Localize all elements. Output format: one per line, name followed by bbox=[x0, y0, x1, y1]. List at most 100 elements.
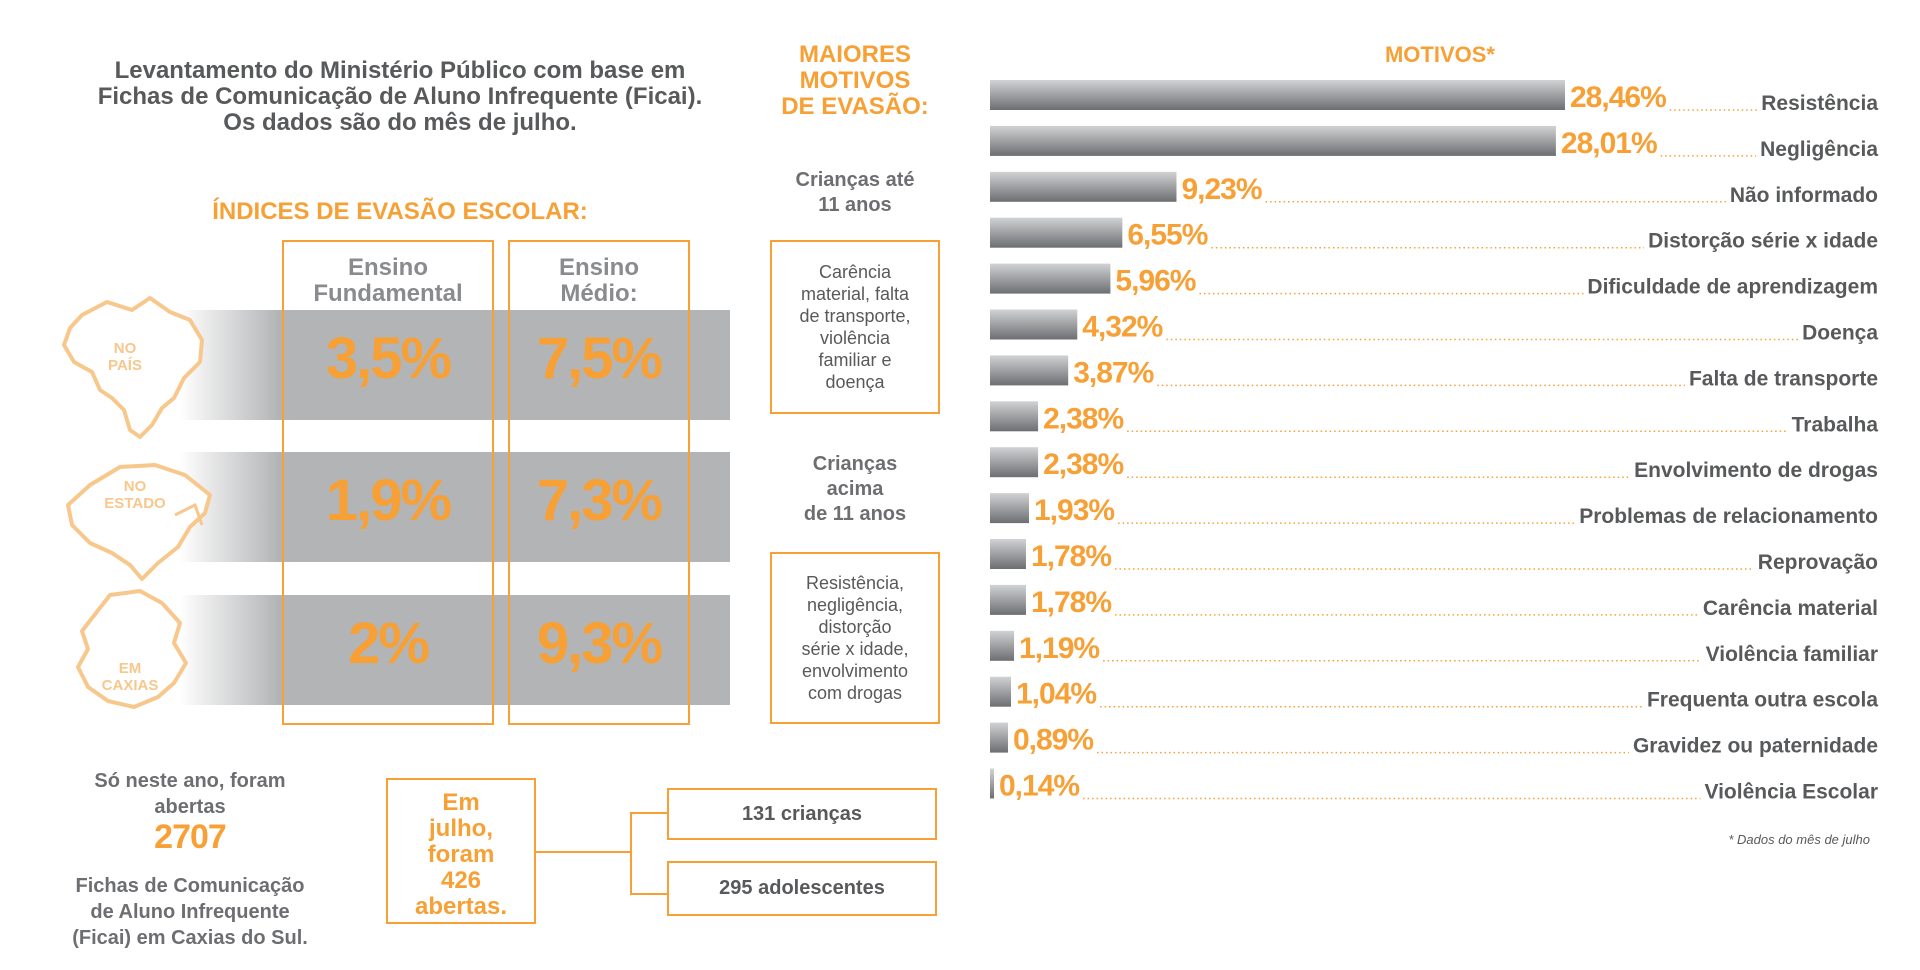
bar-7 bbox=[990, 401, 1039, 432]
bar-9 bbox=[990, 493, 1029, 524]
bar-1 bbox=[990, 125, 1556, 156]
motivos-title-line: MOTIVOS bbox=[799, 67, 911, 94]
pct-pais-medio: 7,5% bbox=[536, 326, 663, 391]
bar-0 bbox=[990, 80, 1565, 110]
column-box-medio bbox=[508, 240, 690, 725]
bar-5 bbox=[990, 309, 1078, 340]
column-header-fundamental: Ensino Fundamental bbox=[282, 255, 494, 307]
column-header-line: Ensino bbox=[558, 254, 639, 281]
bar-6 bbox=[990, 355, 1069, 386]
motivos-title-line: DE EVASÃO: bbox=[781, 93, 929, 120]
reason-line: familiar e bbox=[818, 350, 892, 370]
reason-line: violência bbox=[819, 328, 891, 348]
motivos-bar-chart: 28,46% Resistência 28,01% Negligência 9,23% N… bbox=[990, 80, 1879, 804]
reasons-box-ate-11: Carência material, falta de transporte, … bbox=[770, 240, 940, 414]
age-label-line: 11 anos bbox=[818, 194, 892, 216]
summary-line: abertas bbox=[154, 796, 226, 818]
value-label-15: 0,14% bbox=[999, 770, 1079, 803]
category-label-12: Violência familiar bbox=[1706, 643, 1878, 666]
count-box-criancas: 131 crianças bbox=[667, 788, 937, 840]
count-box-adolescentes: 295 adolescentes bbox=[667, 861, 937, 916]
july-box: Em julho, foram 426 abertas. bbox=[386, 778, 536, 924]
column-header-line: Fundamental bbox=[313, 280, 463, 307]
map-label-line: NO bbox=[123, 478, 147, 495]
pct-estado-medio: 7,3% bbox=[536, 468, 663, 533]
age-label-line: de 11 anos bbox=[803, 503, 907, 525]
july-line: foram bbox=[427, 841, 495, 868]
intro-line-1: Levantamento do Ministério Público com b… bbox=[114, 57, 686, 84]
summary-line: de Aluno Infrequente bbox=[90, 901, 290, 923]
value-label-10: 1,78% bbox=[1031, 540, 1111, 573]
indices-title: ÍNDICES DE EVASÃO ESCOLAR: bbox=[212, 198, 588, 225]
bar-4 bbox=[990, 263, 1111, 294]
value-label-2: 9,23% bbox=[1181, 173, 1261, 206]
category-label-1: Negligência bbox=[1760, 138, 1878, 161]
reason-line: negligência, bbox=[806, 595, 904, 615]
value-label-14: 0,89% bbox=[1013, 724, 1093, 757]
chart-title: MOTIVOS* bbox=[1384, 42, 1495, 67]
map-label-caxias: EM CAXIAS bbox=[85, 660, 175, 694]
reason-line: distorção bbox=[818, 617, 892, 637]
value-label-12: 1,19% bbox=[1019, 632, 1099, 665]
value-label-3: 6,55% bbox=[1127, 219, 1207, 252]
column-header-medio: Ensino Médio: bbox=[508, 255, 690, 307]
value-label-9: 1,93% bbox=[1034, 494, 1114, 527]
value-label-7: 2,38% bbox=[1043, 402, 1123, 435]
category-label-13: Frequenta outra escola bbox=[1647, 689, 1878, 712]
reason-line: material, falta bbox=[800, 284, 910, 304]
july-line: Em bbox=[442, 789, 480, 816]
category-label-6: Falta de transporte bbox=[1689, 367, 1878, 390]
category-label-7: Trabalha bbox=[1792, 413, 1879, 436]
summary-description: Fichas de Comunicação de Aluno Infrequen… bbox=[55, 873, 325, 951]
category-label-11: Carência material bbox=[1703, 597, 1878, 620]
map-label-pais: NO PAÍS bbox=[90, 340, 160, 374]
reason-line: Carência bbox=[818, 262, 892, 282]
caxias-map-icon bbox=[76, 589, 188, 709]
bar-3 bbox=[990, 217, 1123, 248]
band-pais bbox=[180, 310, 730, 420]
july-line: 426 bbox=[440, 867, 482, 894]
summary-line: (Ficai) em Caxias do Sul. bbox=[72, 927, 308, 949]
july-line: abertas. bbox=[414, 893, 508, 920]
value-label-1: 28,01% bbox=[1561, 127, 1657, 160]
chart-footnote: * Dados do mês de julho bbox=[1728, 832, 1870, 847]
column-header-line: Ensino bbox=[347, 254, 428, 281]
reason-line: Resistência, bbox=[805, 573, 905, 593]
band-estado bbox=[180, 452, 730, 562]
map-label-line: NO bbox=[113, 340, 137, 357]
rs-state-map-icon bbox=[66, 463, 212, 581]
band-caxias bbox=[180, 595, 730, 705]
category-label-8: Envolvimento de drogas bbox=[1634, 459, 1878, 482]
category-label-10: Reprovação bbox=[1758, 551, 1878, 574]
value-label-11: 1,78% bbox=[1031, 586, 1111, 619]
bracket-line bbox=[630, 812, 668, 814]
value-label-5: 4,32% bbox=[1082, 311, 1162, 344]
category-label-5: Doença bbox=[1802, 322, 1878, 345]
age-label-ate-11: Crianças até 11 anos bbox=[770, 168, 940, 218]
category-label-2: Não informado bbox=[1730, 184, 1878, 207]
reasons-box-acima-11: Resistência, negligência, distorção séri… bbox=[770, 552, 940, 724]
category-label-4: Dificuldade de aprendizagem bbox=[1587, 276, 1878, 299]
summary-line: Só neste ano, foram bbox=[94, 770, 286, 792]
age-label-line: Crianças até bbox=[795, 169, 915, 191]
intro-line-3: Os dados são do mês de julho. bbox=[223, 109, 577, 136]
bar-13 bbox=[990, 676, 1012, 707]
age-label-line: Crianças bbox=[812, 453, 898, 475]
value-label-13: 1,04% bbox=[1016, 678, 1096, 711]
column-header-line: Médio: bbox=[560, 280, 638, 307]
bar-12 bbox=[990, 630, 1015, 661]
bracket-line bbox=[536, 851, 631, 853]
reason-line: envolvimento bbox=[801, 661, 909, 681]
value-label-4: 5,96% bbox=[1115, 265, 1195, 298]
category-label-14: Gravidez ou paternidade bbox=[1633, 735, 1878, 758]
value-label-8: 2,38% bbox=[1043, 448, 1123, 481]
map-label-line: PAÍS bbox=[108, 357, 142, 374]
reason-line: doença bbox=[825, 372, 885, 392]
reason-line: série x idade, bbox=[801, 639, 909, 659]
brazil-map-icon bbox=[62, 296, 204, 439]
age-label-line: acima bbox=[826, 478, 884, 500]
bar-15 bbox=[990, 768, 994, 799]
category-label-15: Violência Escolar bbox=[1704, 781, 1878, 804]
bracket-line bbox=[630, 812, 632, 894]
map-label-line: ESTADO bbox=[104, 495, 166, 512]
